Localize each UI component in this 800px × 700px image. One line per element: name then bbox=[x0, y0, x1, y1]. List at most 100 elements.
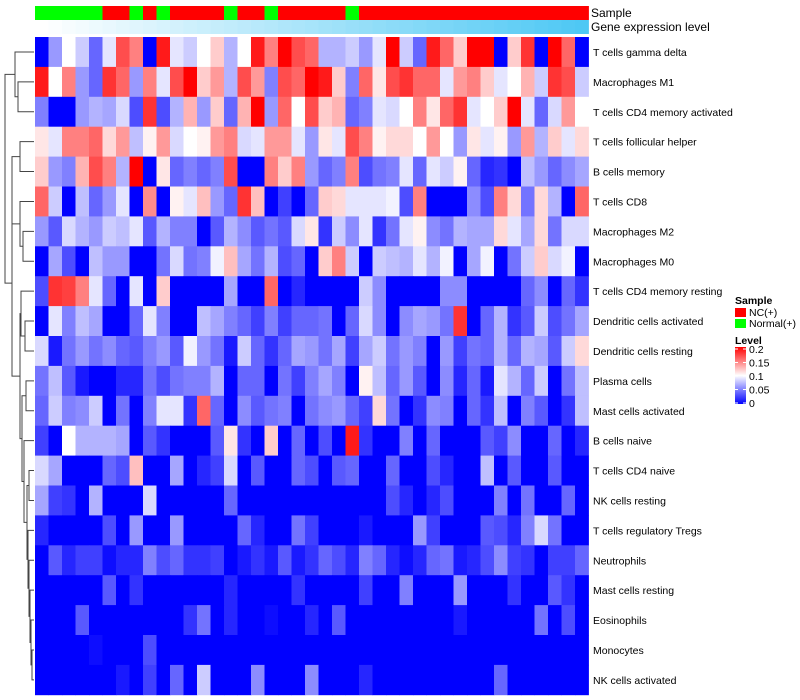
heatmap-cell bbox=[237, 246, 252, 277]
heatmap-cell bbox=[116, 515, 130, 546]
gene-expression-annotation-cell bbox=[548, 20, 562, 34]
heatmap-cell bbox=[116, 216, 130, 247]
heatmap-cell bbox=[453, 365, 468, 397]
heatmap-cell bbox=[332, 365, 346, 397]
heatmap-cell bbox=[224, 186, 238, 217]
heatmap-cell bbox=[62, 186, 76, 217]
heatmap-cell bbox=[332, 186, 346, 217]
heatmap-cell bbox=[305, 276, 319, 307]
heatmap-cell bbox=[35, 425, 49, 456]
heatmap-cell bbox=[291, 96, 306, 128]
heatmap-cell bbox=[399, 455, 414, 486]
heatmap-cell bbox=[170, 246, 184, 277]
heatmap-cell bbox=[494, 605, 508, 636]
heatmap-cell bbox=[440, 605, 454, 636]
heatmap-cell bbox=[507, 66, 522, 98]
column-annotations bbox=[35, 6, 589, 34]
heatmap-cell bbox=[507, 216, 522, 247]
heatmap-cell bbox=[453, 395, 468, 427]
heatmap-cell bbox=[251, 605, 265, 636]
heatmap-cell bbox=[386, 336, 400, 367]
sample-annotation-cell bbox=[480, 6, 495, 20]
heatmap-cell bbox=[75, 306, 90, 337]
heatmap-cell bbox=[521, 664, 535, 696]
heatmap-cell bbox=[318, 216, 333, 247]
heatmap-cell bbox=[197, 455, 211, 486]
heatmap-cell bbox=[440, 485, 454, 516]
heatmap-cell bbox=[359, 425, 373, 456]
heatmap-cell bbox=[156, 515, 171, 546]
heatmap-cell bbox=[413, 425, 427, 456]
heatmap-cell bbox=[48, 216, 63, 247]
heatmap-cell bbox=[440, 575, 454, 606]
heatmap-cell bbox=[102, 276, 117, 307]
heatmap-cell bbox=[494, 216, 508, 247]
heatmap-cell bbox=[345, 425, 360, 456]
gene-expression-annotation-cell bbox=[237, 20, 252, 34]
heatmap-cell bbox=[507, 126, 522, 157]
sample-annotation-cell bbox=[521, 6, 535, 20]
heatmap-cell bbox=[426, 336, 441, 367]
row-label: T cells follicular helper bbox=[593, 137, 697, 149]
heatmap-cell bbox=[116, 66, 130, 98]
heatmap-cell bbox=[224, 216, 238, 247]
heatmap-cell bbox=[318, 515, 333, 546]
heatmap-cell bbox=[35, 605, 49, 636]
heatmap-cell bbox=[386, 395, 400, 427]
heatmap-cell bbox=[372, 365, 387, 397]
heatmap-cell bbox=[453, 575, 468, 606]
heatmap-cell bbox=[156, 455, 171, 486]
heatmap-cell bbox=[561, 306, 576, 337]
heatmap-cell bbox=[480, 276, 495, 307]
heatmap-cell bbox=[426, 605, 441, 636]
heatmap-cell bbox=[264, 485, 279, 516]
heatmap-cell bbox=[129, 485, 144, 516]
heatmap-cell bbox=[102, 306, 117, 337]
heatmap-cell bbox=[494, 37, 508, 68]
gene-expression-annotation-cell bbox=[534, 20, 549, 34]
heatmap-cell bbox=[62, 306, 76, 337]
heatmap-cell bbox=[521, 515, 535, 546]
heatmap-cell bbox=[359, 395, 373, 427]
heatmap-cell bbox=[197, 515, 211, 546]
heatmap-cell bbox=[548, 336, 562, 367]
heatmap-cell bbox=[237, 605, 252, 636]
heatmap-cell bbox=[345, 336, 360, 367]
heatmap-cell bbox=[440, 455, 454, 486]
heatmap-cell bbox=[251, 156, 265, 187]
heatmap-cell bbox=[372, 635, 387, 666]
heatmap-cell bbox=[426, 545, 441, 576]
heatmap-cell bbox=[521, 37, 535, 68]
heatmap-cell bbox=[561, 365, 576, 397]
heatmap-cell bbox=[332, 96, 346, 128]
heatmap-cell bbox=[89, 425, 103, 456]
heatmap-cell bbox=[291, 485, 306, 516]
heatmap-cell bbox=[89, 246, 103, 277]
heatmap-cell bbox=[278, 425, 292, 456]
heatmap-cell bbox=[467, 276, 481, 307]
dendrogram-branch bbox=[24, 320, 34, 352]
heatmap-cell bbox=[197, 37, 211, 68]
heatmap-cell bbox=[183, 126, 198, 157]
heatmap-cell bbox=[156, 126, 171, 157]
heatmap-cell bbox=[480, 246, 495, 277]
sample-annotation-cell bbox=[210, 6, 225, 20]
heatmap-cell bbox=[467, 126, 481, 157]
heatmap-cell bbox=[494, 126, 508, 157]
heatmap-cell bbox=[143, 276, 157, 307]
heatmap-cell bbox=[480, 216, 495, 247]
heatmap-cell bbox=[62, 605, 76, 636]
heatmap-cell bbox=[224, 336, 238, 367]
heatmap-cell bbox=[345, 306, 360, 337]
heatmap-cell bbox=[413, 635, 427, 666]
heatmap-cell bbox=[62, 216, 76, 247]
heatmap-cell bbox=[183, 635, 198, 666]
heatmap-cell bbox=[480, 365, 495, 397]
sample-annotation-cell bbox=[359, 6, 373, 20]
gene-expression-annotation-cell bbox=[521, 20, 535, 34]
row-label: T cells CD4 memory activated bbox=[593, 107, 733, 119]
sample-annotation-cell bbox=[318, 6, 333, 20]
heatmap-cell bbox=[372, 545, 387, 576]
heatmap-cell bbox=[561, 216, 576, 247]
heatmap-cell bbox=[116, 395, 130, 427]
